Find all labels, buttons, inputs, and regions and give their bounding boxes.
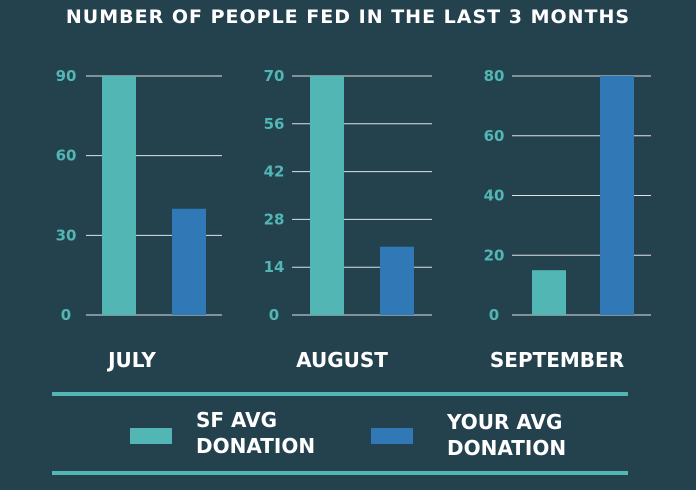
bar-september-sf-avg: [532, 270, 566, 315]
y-tick-label: 14: [264, 258, 285, 276]
y-tick-label: 90: [56, 67, 77, 85]
y-tick-label: 70: [264, 67, 285, 85]
y-tick-label: 60: [484, 127, 505, 145]
chart-july: 0 30 60 90: [56, 67, 222, 324]
y-tick-label: 60: [56, 147, 77, 165]
bar-august-your-avg: [380, 246, 414, 315]
legend-label-sf-avg: SF AVG DONATION: [196, 407, 386, 459]
bar-august-sf-avg: [310, 76, 344, 315]
y-tick-label: 0: [61, 306, 71, 324]
legend-label-your-avg: YOUR AVG DONATION: [447, 409, 637, 461]
y-tick-label: 28: [264, 210, 285, 228]
month-label-august: AUGUST: [296, 348, 388, 372]
month-label-september: SEPTEMBER: [489, 348, 625, 372]
chart-august: 0 14 28 42 56 70: [264, 67, 432, 324]
y-tick-label: 30: [56, 226, 77, 244]
y-tick-label: 0: [489, 306, 499, 324]
legend-sf-line1: SF AVG: [196, 408, 278, 432]
y-tick-label: 20: [484, 246, 505, 264]
bar-september-your-avg: [600, 76, 634, 315]
y-tick-label: 0: [269, 306, 279, 324]
y-tick-label: 40: [484, 187, 505, 205]
legend-your-line2: DONATION: [447, 436, 567, 460]
legend-sf-line2: DONATION: [196, 434, 316, 458]
month-label-july: JULY: [108, 348, 156, 372]
divider-bottom: [52, 471, 628, 475]
bar-july-sf-avg: [102, 76, 136, 315]
chart-september: 0 20 40 60 80: [484, 67, 651, 324]
legend-swatch-your-avg: [371, 428, 413, 444]
bar-july-your-avg: [172, 208, 206, 315]
charts-area: 0 30 60 90 0 14 28 42 56 70 0 20 40 60 80: [56, 67, 651, 324]
legend-your-line1: YOUR AVG: [447, 410, 563, 434]
divider-top: [52, 392, 628, 396]
legend-swatch-sf-avg: [130, 428, 172, 444]
y-tick-label: 80: [484, 67, 505, 85]
chart-title: NUMBER OF PEOPLE FED IN THE LAST 3 MONTH…: [65, 6, 631, 28]
y-tick-label: 56: [264, 115, 285, 133]
y-tick-label: 42: [264, 163, 285, 181]
